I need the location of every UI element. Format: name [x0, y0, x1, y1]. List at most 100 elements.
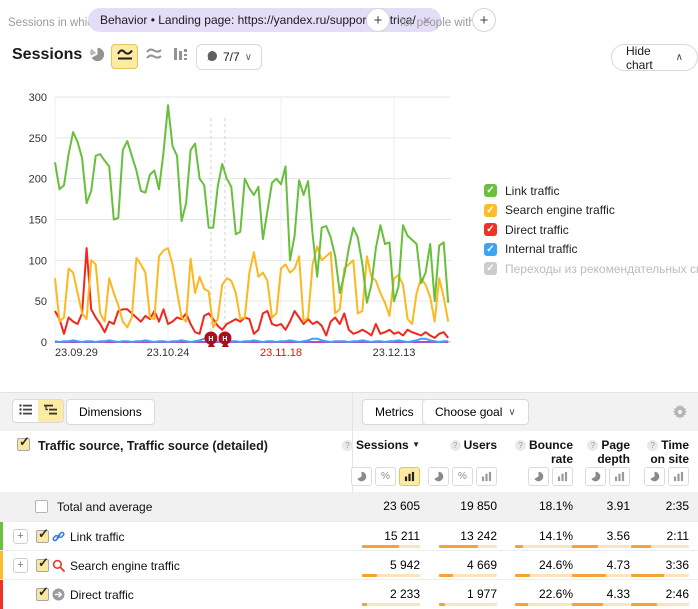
- expand-row-button[interactable]: +: [13, 529, 28, 544]
- percent-toggle-button[interactable]: %: [375, 467, 396, 486]
- help-icon[interactable]: ?: [342, 440, 353, 451]
- bars-icon: [557, 471, 568, 482]
- row-checkbox[interactable]: [36, 559, 49, 572]
- list-view-button[interactable]: [13, 400, 38, 422]
- cell-depth: 3.56: [607, 529, 630, 543]
- svg-text:100: 100: [29, 255, 47, 267]
- pie-chart-icon: [90, 47, 105, 67]
- add-filter-button[interactable]: +: [366, 8, 390, 32]
- pie-toggle-button[interactable]: [528, 467, 549, 486]
- pie-icon: [356, 471, 367, 482]
- filter-middle-label: for people with: [400, 13, 475, 31]
- svg-text:150: 150: [29, 215, 47, 227]
- checked-checkbox-icon: ✓: [484, 184, 497, 197]
- choose-goal-label: Choose goal: [435, 405, 502, 419]
- filter-prefix-label: Sessions in which: [8, 13, 99, 31]
- svg-text:23.11.18: 23.11.18: [260, 347, 302, 359]
- column-header-users[interactable]: ?Users: [417, 438, 497, 452]
- dimensions-button[interactable]: Dimensions: [66, 399, 155, 425]
- metrics-button[interactable]: Metrics: [362, 399, 427, 425]
- value-bar: [439, 574, 497, 577]
- svg-text:Н: Н: [222, 336, 227, 343]
- row-checkbox[interactable]: [36, 588, 49, 601]
- sessions-line-chart[interactable]: 05010015020025030023.09.2923.10.2423.11.…: [0, 88, 465, 360]
- add-people-filter-button[interactable]: +: [472, 8, 496, 32]
- checked-checkbox-icon: ✓: [484, 243, 497, 256]
- bars-icon: [614, 471, 625, 482]
- pie-toggle-button[interactable]: [644, 467, 665, 486]
- gear-icon[interactable]: [672, 404, 688, 420]
- cell-users: 19 850: [460, 499, 497, 513]
- row-checkbox[interactable]: [35, 500, 48, 513]
- legend-label: Internal traffic: [505, 242, 577, 256]
- row-label: Total and average: [57, 500, 152, 514]
- bar-toggle-button[interactable]: [476, 467, 497, 486]
- value-bar: [572, 574, 630, 577]
- legend-item-search-traffic[interactable]: ✓ Search engine traffic: [484, 201, 698, 221]
- svg-text:0: 0: [41, 337, 47, 349]
- help-icon[interactable]: ?: [587, 440, 598, 451]
- cell-bounce: 18.1%: [539, 499, 573, 513]
- legend-item-link-traffic[interactable]: ✓ Link traffic: [484, 181, 698, 201]
- legend-label: Link traffic: [505, 184, 559, 198]
- checked-checkbox-icon: ✓: [484, 223, 497, 236]
- segments-dropdown[interactable]: 7/7 ∨: [196, 44, 262, 70]
- link-icon: [52, 530, 65, 543]
- pie-icon: [590, 471, 601, 482]
- table-row-search-traffic[interactable]: + Search engine traffic 5 942 4 669 24.6…: [0, 550, 698, 579]
- bars-icon: [481, 471, 492, 482]
- legend-label: Direct traffic: [505, 223, 569, 237]
- svg-text:300: 300: [29, 92, 47, 104]
- cell-sessions: 23 605: [383, 499, 420, 513]
- pie-toggle-button[interactable]: [351, 467, 372, 486]
- value-bar: [515, 545, 573, 548]
- legend-label: Переходы из рекомендательных систем: [505, 262, 698, 276]
- percent-toggle-button[interactable]: %: [452, 467, 473, 486]
- bar-toggle-button[interactable]: [668, 467, 689, 486]
- stacked-chart-type-button[interactable]: [140, 44, 167, 69]
- legend-label: Search engine traffic: [505, 203, 615, 217]
- svg-text:Н: Н: [208, 336, 213, 343]
- column-chart-type-button[interactable]: [166, 44, 193, 69]
- cell-bounce: 22.6%: [539, 587, 573, 601]
- cell-time: 3:36: [666, 558, 689, 572]
- hide-chart-button[interactable]: Hide chart ∧: [611, 44, 698, 71]
- search-icon: [52, 559, 65, 572]
- depth-display-toggles: [570, 467, 630, 486]
- bars-icon: [673, 471, 684, 482]
- help-icon[interactable]: ?: [647, 440, 658, 451]
- table-row-direct-traffic[interactable]: Direct traffic 2 233 1 977 22.6% 4.33 2:…: [0, 579, 698, 609]
- pie-chart-type-button[interactable]: [84, 44, 111, 69]
- svg-text:23.09.29: 23.09.29: [55, 347, 98, 359]
- line-chart-type-button[interactable]: [111, 44, 138, 69]
- table-row-total[interactable]: Total and average 23 605 19 850 18.1% 3.…: [0, 492, 698, 521]
- pie-toggle-button[interactable]: [585, 467, 606, 486]
- help-icon[interactable]: ?: [515, 440, 526, 451]
- view-toggle-group: [12, 399, 64, 423]
- help-icon[interactable]: ?: [450, 440, 461, 451]
- select-all-checkbox[interactable]: [17, 438, 30, 451]
- column-header-time-on-site[interactable]: ?Time on site: [619, 438, 689, 466]
- comment-icon: [206, 50, 218, 65]
- value-bar: [631, 603, 689, 606]
- column-header-sessions[interactable]: ?Sessions ▼: [330, 438, 420, 452]
- cell-sessions: 2 233: [390, 587, 420, 601]
- cell-bounce: 24.6%: [539, 558, 573, 572]
- value-bar: [572, 603, 630, 606]
- row-color-stripe: [0, 522, 3, 550]
- bar-toggle-button[interactable]: [609, 467, 630, 486]
- choose-goal-dropdown[interactable]: Choose goal ∨: [422, 399, 529, 425]
- cell-users: 1 977: [467, 587, 497, 601]
- row-checkbox[interactable]: [36, 530, 49, 543]
- cell-time: 2:35: [666, 499, 689, 513]
- svg-text:23.12.13: 23.12.13: [373, 347, 416, 359]
- tree-view-button[interactable]: [38, 400, 63, 422]
- dimension-title: Traffic source, Traffic source (detailed…: [38, 439, 268, 453]
- pie-toggle-button[interactable]: [428, 467, 449, 486]
- checked-checkbox-icon: ✓: [484, 262, 497, 275]
- table-row-link-traffic[interactable]: + Link traffic 15 211 13 242 14.1% 3.56 …: [0, 521, 698, 550]
- legend-item-direct-traffic[interactable]: ✓ Direct traffic: [484, 220, 698, 240]
- pie-icon: [433, 471, 444, 482]
- legend-item-internal-traffic[interactable]: ✓ Internal traffic: [484, 240, 698, 260]
- expand-row-button[interactable]: +: [13, 558, 28, 573]
